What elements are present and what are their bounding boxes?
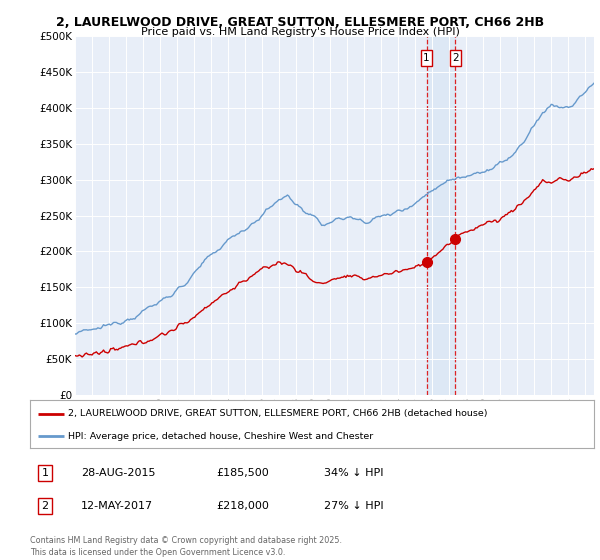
Text: 2: 2	[41, 501, 49, 511]
Text: 28-AUG-2015: 28-AUG-2015	[81, 468, 155, 478]
Bar	[427, 36, 455, 395]
Text: Contains HM Land Registry data © Crown copyright and database right 2025.
This d: Contains HM Land Registry data © Crown c…	[30, 536, 342, 557]
Text: £185,500: £185,500	[216, 468, 269, 478]
Text: £218,000: £218,000	[216, 501, 269, 511]
Text: 34% ↓ HPI: 34% ↓ HPI	[324, 468, 383, 478]
Text: Price paid vs. HM Land Registry's House Price Index (HPI): Price paid vs. HM Land Registry's House …	[140, 27, 460, 37]
Text: 1: 1	[423, 53, 430, 63]
Text: 1: 1	[41, 468, 49, 478]
Text: HPI: Average price, detached house, Cheshire West and Chester: HPI: Average price, detached house, Ches…	[68, 432, 374, 441]
Text: 27% ↓ HPI: 27% ↓ HPI	[324, 501, 383, 511]
Text: 2, LAURELWOOD DRIVE, GREAT SUTTON, ELLESMERE PORT, CH66 2HB (detached house): 2, LAURELWOOD DRIVE, GREAT SUTTON, ELLES…	[68, 409, 488, 418]
Text: 12-MAY-2017: 12-MAY-2017	[81, 501, 153, 511]
Text: 2: 2	[452, 53, 459, 63]
Text: 2, LAURELWOOD DRIVE, GREAT SUTTON, ELLESMERE PORT, CH66 2HB: 2, LAURELWOOD DRIVE, GREAT SUTTON, ELLES…	[56, 16, 544, 29]
